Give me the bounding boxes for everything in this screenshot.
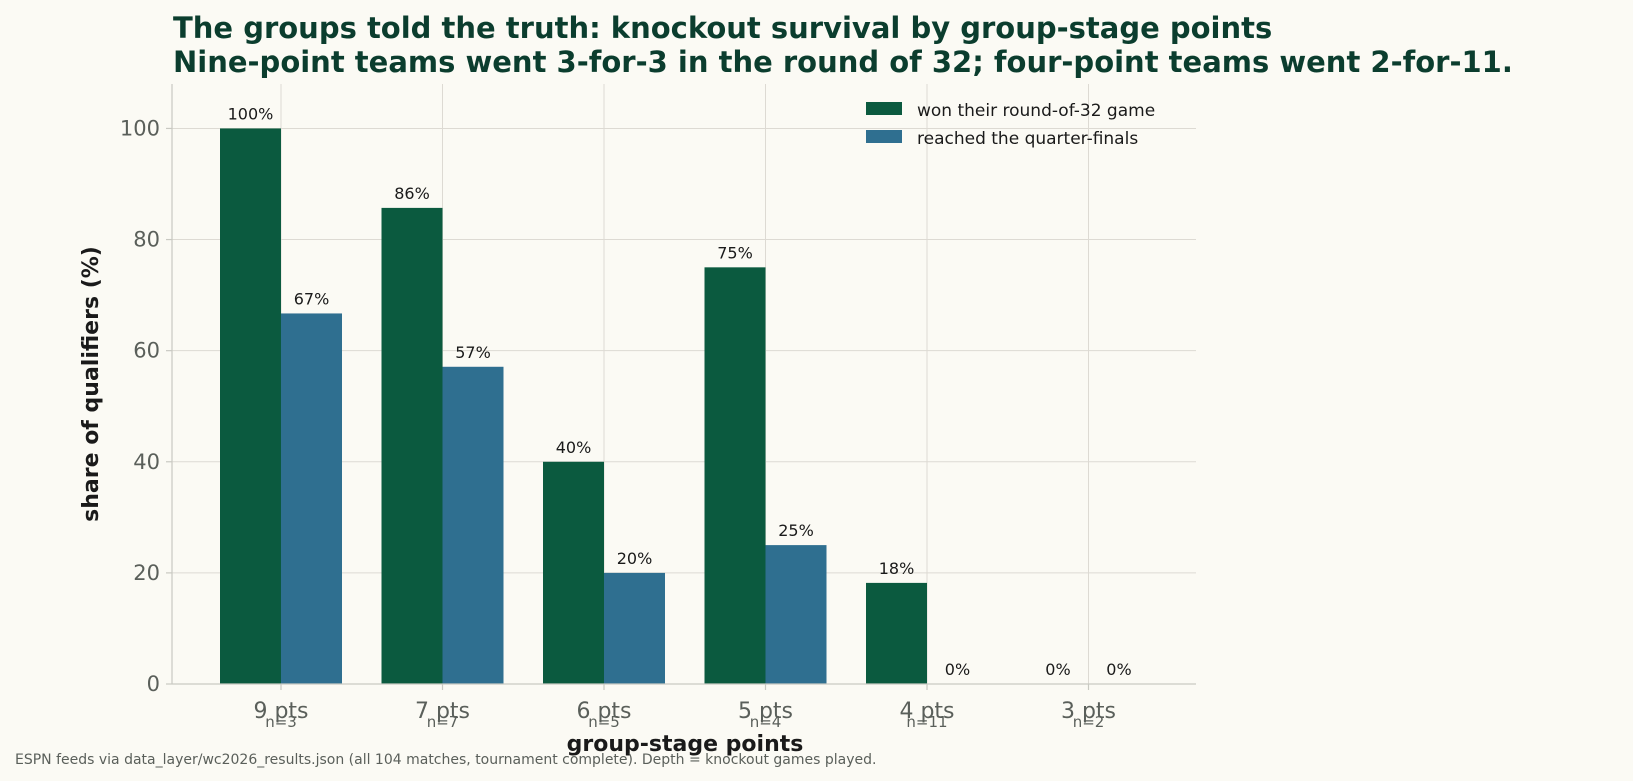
x-tick-label: 4 pts (899, 699, 954, 724)
bars (220, 128, 927, 684)
y-ticks: 0 20 40 60 80 100 (120, 116, 172, 696)
x-tick-n-label: n=5 (588, 713, 620, 731)
bar-reached-qf (442, 366, 504, 684)
bar-reached-qf (281, 313, 342, 684)
bar-won-r32 (543, 461, 604, 684)
x-tick-n-label: n=11 (906, 713, 947, 731)
chart-subtitle: Nine-point teams went 3-for-3 in the rou… (173, 45, 1513, 79)
bar-value-label: 100% (228, 104, 274, 123)
x-tick-n-label: n=4 (750, 713, 782, 731)
bar-value-label: 86% (394, 184, 430, 203)
legend: won their round-of-32 game reached the q… (866, 101, 1155, 149)
bar-value-label: 0% (1106, 660, 1131, 679)
y-axis-label: share of qualifiers (%) (79, 246, 104, 522)
y-tick-label: 80 (133, 228, 160, 252)
bar-value-label: 0% (945, 660, 970, 679)
bar-value-label: 40% (556, 438, 592, 457)
x-tick-n-label: n=7 (427, 713, 459, 731)
bar-reached-qf (765, 545, 827, 684)
bar-value-label: 75% (717, 243, 753, 262)
x-tick-label: 6 pts (576, 699, 631, 724)
legend-label-won: won their round-of-32 game (917, 101, 1155, 121)
bar-won-r32 (220, 128, 281, 684)
y-tick-label: 20 (133, 561, 160, 585)
bar-value-label: 18% (879, 559, 915, 578)
legend-label-qf: reached the quarter-finals (917, 129, 1138, 149)
x-tick-n-label: n=3 (265, 713, 297, 731)
x-tick-label: 3 pts (1061, 699, 1116, 724)
bar-won-r32 (704, 267, 766, 684)
x-axis-label: group-stage points (567, 732, 804, 757)
footnote: ESPN feeds via data_layer/wc2026_results… (15, 752, 876, 768)
bar-value-label: 57% (455, 343, 491, 362)
bar-value-label: 0% (1045, 660, 1070, 679)
y-tick-label: 40 (133, 450, 160, 474)
chart-title: The groups told the truth: knockout surv… (173, 11, 1272, 45)
bar-won-r32 (381, 207, 443, 684)
y-tick-label: 100 (120, 116, 160, 140)
data-labels: 100% 86% 40% 75% 18% 0% 67% 57% 20% 25% 0% 0% (228, 104, 1132, 679)
bar-value-label: 67% (294, 289, 330, 308)
x-tick-n-label: n=2 (1073, 713, 1105, 731)
bar-won-r32 (866, 582, 927, 684)
y-tick-label: 60 (133, 339, 160, 363)
legend-swatch-qf (866, 130, 902, 143)
bar-value-label: 25% (778, 521, 814, 540)
x-tick-label: 9 pts (253, 699, 308, 724)
x-tick-label: 7 pts (415, 699, 470, 724)
legend-swatch-won (866, 102, 902, 115)
bar-value-label: 20% (617, 549, 653, 568)
y-tick-label: 0 (147, 672, 160, 696)
bar-reached-qf (604, 572, 665, 684)
x-tick-label: 5 pts (738, 699, 793, 724)
